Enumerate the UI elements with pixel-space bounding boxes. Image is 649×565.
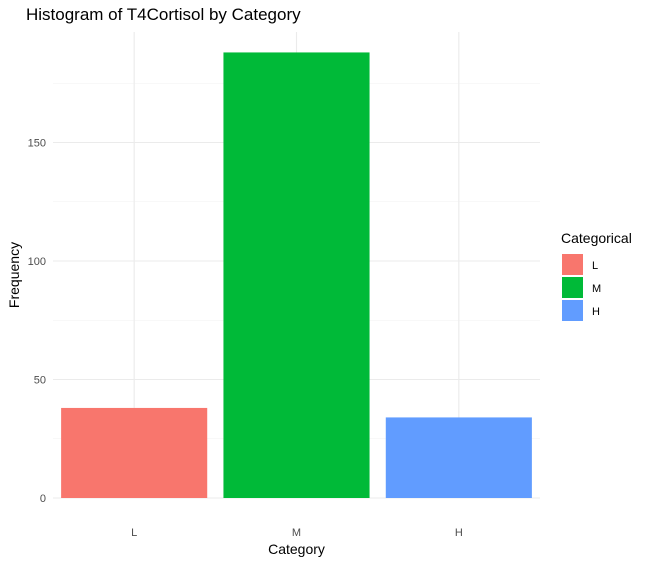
legend: Categorical LMH [561, 230, 632, 321]
bar-m [223, 52, 370, 498]
x-tick-label: H [455, 527, 463, 539]
y-axis-ticks: 0 50 100 150 [28, 138, 46, 506]
legend-label: M [592, 283, 601, 295]
bar-h [385, 417, 532, 498]
y-tick-label: 150 [28, 138, 46, 150]
x-tick-label: M [292, 527, 301, 539]
legend-label: H [592, 306, 600, 318]
legend-title: Categorical [561, 230, 632, 246]
legend-key-h [562, 300, 583, 321]
y-tick-label: 100 [28, 256, 46, 268]
bar-l [61, 407, 208, 498]
legend-key-l [562, 254, 583, 275]
legend-label: L [592, 260, 598, 272]
legend-key-m [562, 277, 583, 298]
y-tick-label: 50 [34, 375, 46, 387]
bars [61, 52, 532, 498]
chart-title: Histogram of T4Cortisol by Category [26, 5, 301, 24]
y-axis-title: Frequency [6, 242, 22, 308]
y-tick-label: 0 [40, 493, 46, 505]
x-axis-title: Category [268, 541, 325, 557]
x-tick-label: L [131, 527, 137, 539]
